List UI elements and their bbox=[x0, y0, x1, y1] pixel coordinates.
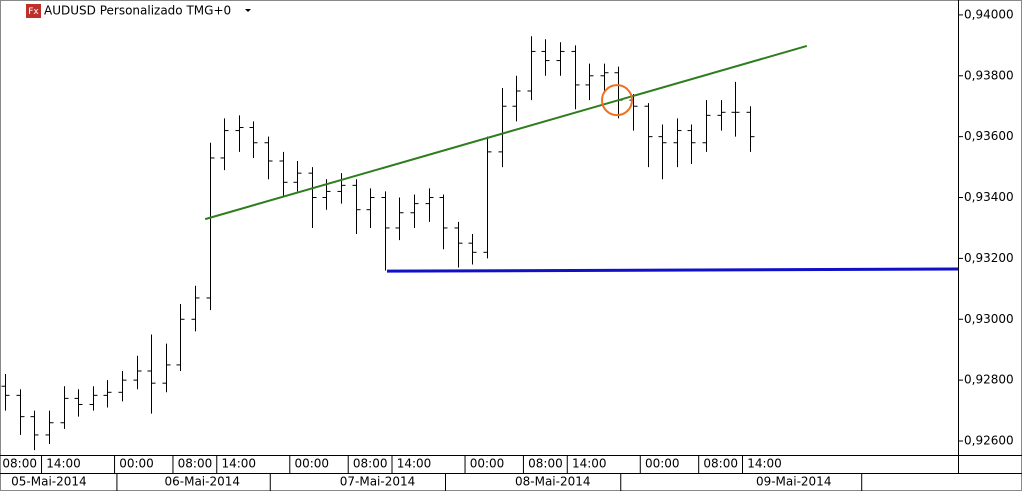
x-tick-label: 00:00 bbox=[119, 457, 154, 471]
y-tick-label: 0,93000 bbox=[964, 312, 1014, 326]
x-tick-label: 08:00 bbox=[178, 457, 213, 471]
logo-icon bbox=[26, 4, 41, 18]
trend-line bbox=[386, 267, 959, 273]
y-tick-label: 0,92800 bbox=[964, 373, 1014, 387]
chart-title[interactable]: AUDUSD Personalizado TMG+0 bbox=[44, 4, 231, 18]
trend-line bbox=[204, 44, 808, 221]
x-tick-label: 08:00 bbox=[528, 457, 563, 471]
y-tick-label: 0,93200 bbox=[964, 251, 1014, 265]
y-tick-label: 0,94000 bbox=[964, 7, 1014, 21]
y-tick-label: 0,92600 bbox=[964, 434, 1014, 448]
x-tick-label: 14:00 bbox=[747, 457, 782, 471]
x-tick-label: 00:00 bbox=[645, 457, 680, 471]
x-tick-label: 14:00 bbox=[397, 457, 432, 471]
x-tick-label: 14:00 bbox=[221, 457, 256, 471]
highlight-marker bbox=[601, 84, 634, 117]
date-tick-label: 07-Mai-2014 bbox=[340, 475, 416, 489]
logo-text: Fx bbox=[28, 7, 39, 17]
y-tick-label: 0,93600 bbox=[964, 129, 1014, 143]
dropdown-arrow[interactable] bbox=[245, 9, 251, 12]
date-tick-label: 05-Mai-2014 bbox=[11, 475, 87, 489]
date-tick-label: 09-Mai-2014 bbox=[756, 475, 832, 489]
x-tick-label: 00:00 bbox=[294, 457, 329, 471]
date-tick-label: 06-Mai-2014 bbox=[165, 475, 241, 489]
x-tick-label: 00:00 bbox=[470, 457, 505, 471]
x-tick-label: 14:00 bbox=[46, 457, 81, 471]
y-tick-label: 0,93800 bbox=[964, 68, 1014, 82]
x-tick-label: 08:00 bbox=[703, 457, 738, 471]
date-tick-label: 08-Mai-2014 bbox=[515, 475, 591, 489]
x-tick-label: 08:00 bbox=[2, 457, 37, 471]
x-tick-label: 14:00 bbox=[572, 457, 607, 471]
x-tick-label: 08:00 bbox=[353, 457, 388, 471]
y-tick-label: 0,93400 bbox=[964, 190, 1014, 204]
